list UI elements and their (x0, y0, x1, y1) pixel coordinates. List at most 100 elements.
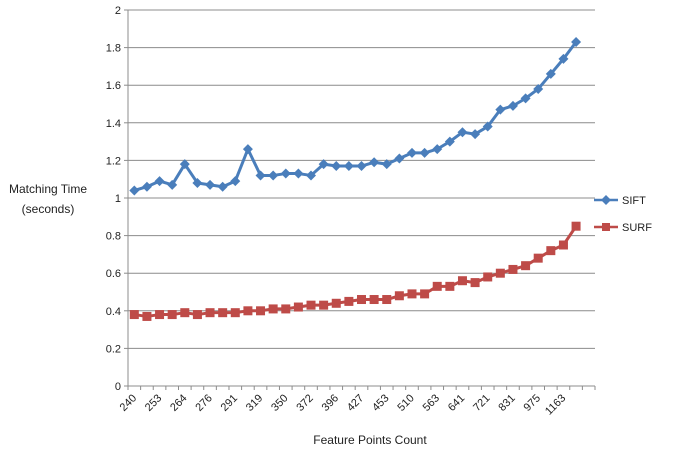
data-point-surf (230, 308, 240, 318)
data-point-sift (482, 121, 493, 132)
data-point-sift (507, 100, 518, 111)
data-point-sift (571, 36, 582, 47)
data-point-sift (255, 170, 266, 181)
y-tick-label: 0.6 (106, 268, 121, 280)
data-point-surf (558, 240, 568, 250)
legend-marker-sift (601, 195, 611, 205)
data-point-sift (495, 104, 506, 115)
series-line-sift (133, 41, 578, 192)
y-axis-title-line-2: (seconds) (22, 202, 75, 216)
data-point-surf (382, 295, 392, 305)
y-tick-label: 0.2 (106, 343, 121, 355)
x-tick-label: 372 (294, 392, 315, 413)
data-point-sift (558, 53, 569, 64)
legend-item-surf: SURF (594, 222, 652, 234)
x-tick-label: 1163 (543, 392, 568, 417)
x-tick-label: 253 (143, 392, 164, 413)
data-point-surf (155, 310, 165, 320)
y-tick-label: 0 (115, 381, 121, 393)
data-point-sift (167, 179, 178, 190)
data-point-surf (306, 300, 316, 310)
y-tick-label: 1 (115, 193, 121, 205)
y-tick-label: 1.4 (106, 118, 121, 130)
data-point-surf (407, 289, 417, 299)
axes (127, 10, 596, 390)
x-tick-label: 427 (345, 392, 366, 413)
data-point-sift (331, 161, 342, 172)
data-point-sift (192, 177, 203, 188)
data-point-sift (205, 179, 216, 190)
data-point-sift (457, 127, 468, 138)
data-point-surf (432, 281, 442, 291)
y-tick-label: 1.2 (106, 155, 121, 167)
data-point-surf (218, 308, 228, 318)
x-axis-title: Feature Points Count (313, 433, 427, 447)
data-point-surf (167, 310, 177, 320)
data-point-sift (444, 136, 455, 147)
x-axis-tick-labels: 240 253 264 276 291 319 350 372 396 427 453 510 563 6… (118, 392, 569, 417)
data-point-sift (230, 176, 241, 187)
x-tick-label: 240 (118, 392, 139, 413)
data-point-surf (319, 300, 329, 310)
data-point-sift (419, 147, 430, 158)
data-point-surf (470, 278, 480, 288)
x-tick-label: 453 (370, 392, 391, 413)
data-point-surf (394, 291, 404, 301)
x-tick-label: 350 (269, 392, 290, 413)
y-axis-title-line-1: Matching Time (9, 182, 87, 196)
x-tick-label: 264 (168, 392, 189, 413)
y-tick-label: 1.8 (106, 43, 121, 55)
legend-label-surf: SURF (622, 222, 652, 234)
data-point-surf (205, 308, 215, 318)
data-point-surf (256, 306, 266, 316)
data-point-surf (546, 246, 556, 256)
y-tick-label: 1.6 (106, 80, 121, 92)
data-point-sift (217, 181, 228, 192)
data-point-surf (129, 310, 139, 320)
data-point-surf (180, 308, 190, 318)
legend-label-sift: SIFT (622, 195, 646, 207)
data-point-surf (142, 311, 152, 321)
x-tick-label: 831 (496, 392, 517, 413)
data-point-sift (432, 144, 443, 155)
data-point-sift (520, 93, 531, 104)
data-point-sift (369, 157, 380, 168)
data-point-surf (508, 264, 518, 274)
data-point-surf (483, 272, 493, 282)
data-point-sift (470, 129, 481, 140)
x-tick-label: 641 (446, 392, 467, 413)
data-point-surf (243, 306, 253, 316)
legend-marker-surf (602, 223, 610, 231)
data-point-sift (306, 170, 317, 181)
x-tick-label: 721 (471, 392, 492, 413)
data-point-sift (394, 153, 405, 164)
data-point-sift (356, 161, 367, 172)
data-point-surf (192, 310, 202, 320)
y-tick-label: 2 (115, 5, 121, 17)
data-point-surf (457, 276, 467, 286)
data-point-surf (357, 295, 366, 305)
y-tick-label: 0.8 (106, 231, 121, 243)
y-tick-label: 0.4 (106, 306, 121, 318)
data-point-sift (318, 159, 329, 170)
x-tick-label: 510 (395, 392, 416, 413)
gridlines (124, 9, 595, 387)
data-point-sift (242, 144, 253, 155)
data-point-surf (268, 304, 278, 314)
data-point-surf (420, 289, 430, 299)
data-point-surf (445, 281, 455, 291)
legend: SIFT SURF (594, 195, 652, 234)
data-series (129, 36, 582, 321)
x-tick-label: 276 (193, 392, 214, 413)
data-point-sift (268, 170, 279, 181)
legend-item-sift: SIFT (594, 195, 646, 207)
data-point-sift (280, 168, 291, 179)
data-point-surf (495, 268, 505, 278)
data-point-surf (331, 298, 341, 308)
data-point-surf (369, 295, 379, 305)
data-point-sift (533, 83, 544, 94)
y-axis-tick-labels: 0 0.2 0.4 0.6 0.8 1 1.2 1.4 1.6 1.8 2 (106, 5, 121, 393)
x-tick-label: 975 (522, 392, 543, 413)
data-point-sift (293, 168, 304, 179)
